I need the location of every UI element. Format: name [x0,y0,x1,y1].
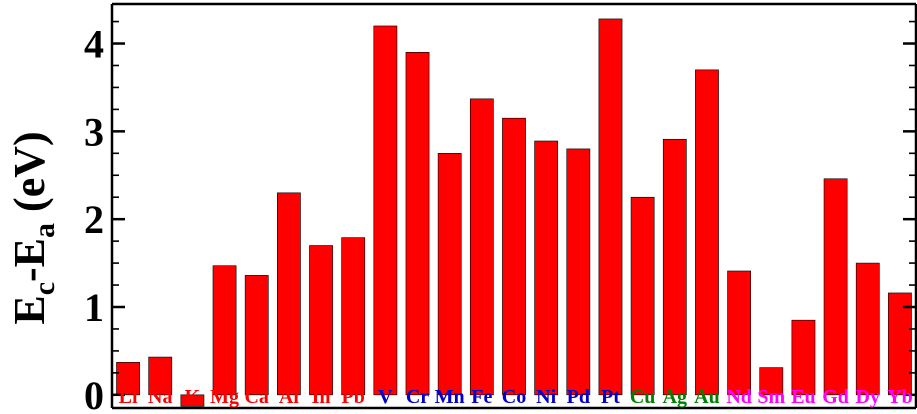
bar-mn [437,153,462,396]
category-label-ca: Ca [244,386,268,408]
y-label-e1: E [5,295,54,324]
bar-eu [791,319,816,396]
category-label-cu: Cu [630,386,656,408]
category-label-fe: Fe [471,386,492,408]
category-label-yb: Yb [887,386,913,408]
y-label-dash: - [5,267,54,282]
bar-dy [855,262,880,396]
y-tick-label: 4 [84,22,104,67]
y-axis-label: Ec-Ea (eV) [5,131,61,324]
category-label-gd: Gd [822,386,849,408]
bar-na [148,356,173,396]
bar-ag [662,138,687,396]
category-label-ni: Ni [536,386,556,408]
bar-nd [727,270,751,396]
category-label-mn: Mn [435,386,465,408]
bar-fe [469,98,494,396]
bar-v [373,25,398,396]
category-label-li: Li [119,386,138,408]
bar-pt [598,18,623,396]
category-label-in: In [312,386,331,408]
bar-al [276,192,301,396]
bar-li [116,362,140,396]
y-tick-labels: 0 1 2 3 4 [84,22,104,414]
axes-group [110,2,917,410]
category-labels: Li Na K Mg Ca Al In Pb V Cr Mn Fe Co Ni Pd Pt Cu Ag Au Nd Sm… [119,386,913,408]
y-tick-label: 2 [84,197,104,242]
category-label-eu: Eu [791,386,815,408]
y-tick-label: 0 [84,373,104,414]
y-label-sub-a: a [28,223,61,238]
category-label-k: K [185,386,201,408]
bar-mg [212,265,237,396]
category-label-mg: Mg [210,386,239,408]
category-label-al: Al [279,386,299,408]
bar-in [309,245,333,396]
y-tick-label: 3 [84,109,104,154]
y-label-sub-c: c [28,282,61,295]
bar-ni [534,140,559,396]
bar-ca [244,275,269,396]
bar-pd [566,148,591,396]
bars-group [116,18,912,407]
y-label-unit: (eV) [5,131,54,223]
bar-co [502,117,526,396]
category-label-sm: Sm [757,386,785,408]
category-label-ag: Ag [663,386,687,408]
category-label-pb: Pb [342,386,365,408]
bar-au [695,69,719,396]
category-label-nd: Nd [726,386,752,408]
y-axis-label-text: Ec-Ea (eV) [5,131,61,324]
category-label-v: V [378,386,393,408]
bar-gd [823,178,848,396]
bar-cr [405,51,430,396]
category-label-cr: Cr [406,386,429,408]
category-label-na: Na [148,386,172,408]
category-label-co: Co [502,386,526,408]
bar-pb [341,237,366,396]
bar-cu [630,196,655,396]
bar-sm [759,367,784,396]
category-label-dy: Dy [856,386,880,408]
bar-k [180,394,205,407]
y-tick-label: 1 [84,285,104,330]
bar-yb [888,292,912,396]
category-label-pd: Pd [567,386,590,408]
category-label-au: Au [694,386,720,408]
category-label-pt: Pt [601,386,620,408]
y-label-e2: E [5,238,54,267]
